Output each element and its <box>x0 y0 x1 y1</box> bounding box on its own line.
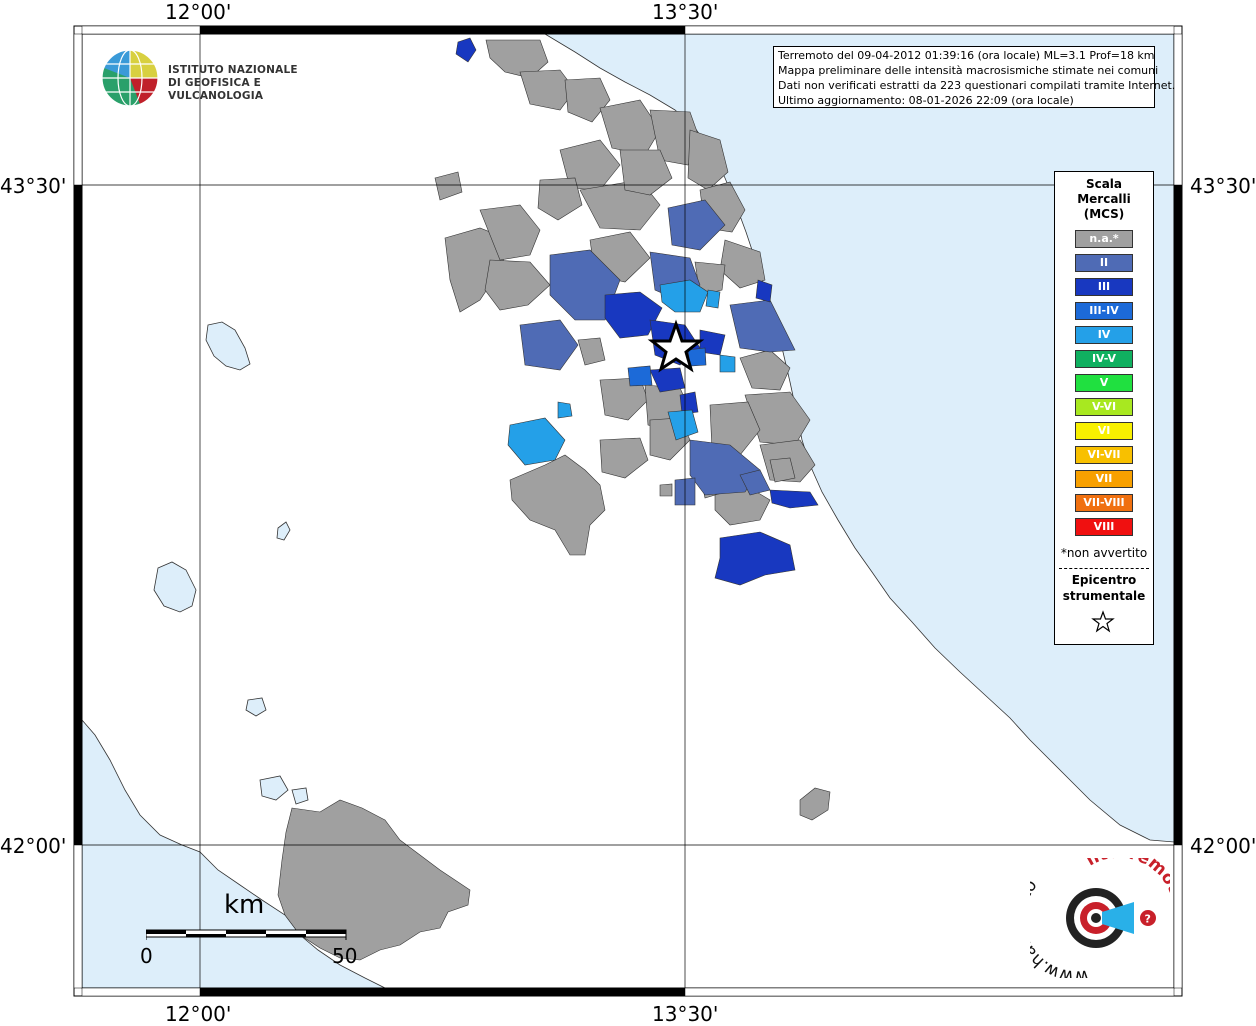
adriatic-sea <box>543 33 1175 843</box>
ingv-logo: ISTITUTO NAZIONALE DI GEOFISICA E VULCAN… <box>100 48 330 110</box>
tyrrhenian-sea <box>81 718 386 989</box>
legend-item: III <box>1075 278 1133 296</box>
legend-epicentre-line-1: Epicentro <box>1071 573 1137 587</box>
mcs-legend: Scala Mercalli (MCS) n.a.* II III III-IV IV I… <box>1054 171 1154 645</box>
lake-bolsena <box>153 561 197 613</box>
event-info-line-2: Mappa preliminare delle intensità macros… <box>778 64 1159 77</box>
left-label-lat-1: 43°30' <box>0 174 67 198</box>
scale-max-label: 50 <box>332 944 358 968</box>
legend-item: IV-V <box>1075 350 1133 368</box>
right-label-lat-1: 43°30' <box>1190 174 1256 198</box>
bottom-label-lon-2: 13°30' <box>652 1002 719 1026</box>
scale-bar: km 0 50 <box>140 890 358 970</box>
legend-item: VIII <box>1075 518 1133 536</box>
ingv-logo-text: ISTITUTO NAZIONALE DI GEOFISICA E VULCAN… <box>168 64 330 103</box>
municipalities-iii-iv <box>627 347 707 387</box>
legend-separator <box>1059 568 1149 569</box>
rome-area <box>277 799 471 961</box>
legend-item: V <box>1075 374 1133 392</box>
legend-title-line-1: Scala <box>1085 177 1123 191</box>
legend-item: VI <box>1075 422 1133 440</box>
event-info-line-4: Ultimo aggiornamento: 08-01-2026 22:09 (… <box>778 94 1074 107</box>
legend-title-line-3: (MCS) <box>1083 207 1125 221</box>
legend-item: VII-VIII <box>1075 494 1133 512</box>
legend-note: *non avvertito <box>1060 546 1148 560</box>
left-label-lat-2: 42°00' <box>0 834 67 858</box>
event-info-line-3: Dati non verificati estratti da 223 ques… <box>778 79 1176 92</box>
haisentito-logo-graphic: ? www.haisentito ilterremoto.it <box>1010 842 1189 986</box>
star-icon <box>1091 610 1115 633</box>
legend-epicentre-line-2: strumentale <box>1062 589 1146 603</box>
scale-unit: km <box>224 890 265 920</box>
globe-icon <box>101 49 159 107</box>
event-info-line-1: Terremoto del 09-04-2012 01:39:16 (ora l… <box>778 49 1155 62</box>
right-label-lat-2: 42°00' <box>1190 834 1256 858</box>
top-label-lon-1: 12°00' <box>165 0 232 24</box>
epicentre-star <box>647 319 705 373</box>
lake-small-4 <box>291 787 309 805</box>
legend-item: V-VI <box>1075 398 1133 416</box>
lake-small-2 <box>245 697 267 717</box>
municipalities-na <box>434 39 816 556</box>
haisentito-question: ? <box>1145 913 1151 926</box>
scale-bar-graphic <box>146 929 347 940</box>
municipalities-ii <box>519 199 796 506</box>
event-info-box: Terremoto del 09-04-2012 01:39:16 (ora l… <box>773 46 1176 108</box>
legend-item: VII <box>1075 470 1133 488</box>
ingv-line-1: ISTITUTO NAZIONALE <box>168 64 298 76</box>
legend-epicentre-label: Epicentro strumentale <box>1055 572 1153 604</box>
graticule <box>82 34 1174 988</box>
legend-item: II <box>1075 254 1133 272</box>
scale-min-label: 0 <box>140 944 153 968</box>
region-coast-se <box>799 787 831 821</box>
lake-small-1 <box>276 521 291 541</box>
bottom-label-lon-1: 12°00' <box>165 1002 232 1026</box>
lake-trasimeno <box>205 321 251 371</box>
legend-item: IV <box>1075 326 1133 344</box>
ingv-line-2: DI GEOFISICA E VULCANOLOGIA <box>168 77 264 102</box>
legend-item: n.a.* <box>1075 230 1133 248</box>
municipalities-iv <box>507 279 736 466</box>
legend-item: III-IV <box>1075 302 1133 320</box>
top-label-lon-2: 13°30' <box>652 0 719 24</box>
legend-title-line-2: Mercalli <box>1077 192 1131 206</box>
map-frame <box>73 25 1183 997</box>
haisentito-logo: ? www.haisentito ilterremoto.it <box>1010 842 1189 986</box>
legend-title: Scala Mercalli (MCS) <box>1055 177 1153 222</box>
municipalities-iii <box>455 37 819 586</box>
lake-small-3 <box>259 775 289 801</box>
legend-item: VI-VII <box>1075 446 1133 464</box>
